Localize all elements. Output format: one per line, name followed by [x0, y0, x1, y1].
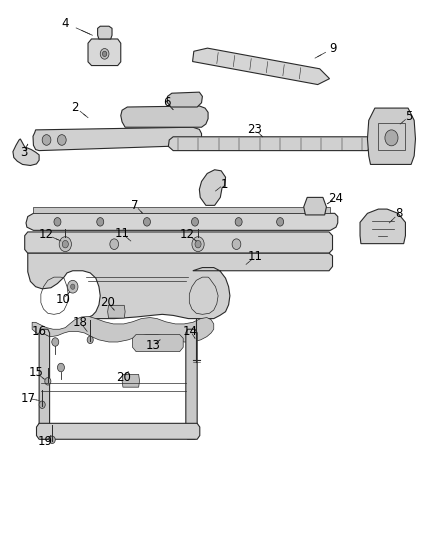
Polygon shape: [39, 329, 49, 439]
Circle shape: [54, 217, 61, 226]
Text: 2: 2: [71, 101, 79, 114]
Circle shape: [192, 237, 204, 252]
Circle shape: [195, 240, 201, 248]
Text: 12: 12: [39, 228, 54, 241]
Text: 4: 4: [62, 17, 69, 29]
Text: 12: 12: [180, 228, 195, 241]
Text: 17: 17: [20, 392, 35, 405]
Circle shape: [67, 280, 78, 293]
Circle shape: [42, 135, 51, 146]
Circle shape: [97, 217, 104, 226]
Text: 20: 20: [117, 370, 131, 384]
Circle shape: [277, 217, 284, 226]
Circle shape: [57, 135, 66, 146]
Text: 13: 13: [145, 338, 160, 352]
Text: 5: 5: [405, 110, 413, 123]
Polygon shape: [36, 423, 200, 439]
Polygon shape: [28, 253, 332, 319]
Circle shape: [87, 336, 93, 344]
Text: 7: 7: [131, 199, 139, 212]
Polygon shape: [108, 305, 125, 318]
Text: 9: 9: [329, 42, 336, 55]
Text: 6: 6: [163, 96, 170, 109]
Polygon shape: [33, 207, 330, 213]
Polygon shape: [360, 209, 406, 244]
Text: 11: 11: [115, 227, 130, 240]
Polygon shape: [167, 92, 202, 107]
Circle shape: [71, 284, 75, 289]
Polygon shape: [367, 108, 416, 165]
Circle shape: [191, 217, 198, 226]
Text: 10: 10: [55, 293, 70, 306]
Polygon shape: [13, 139, 39, 165]
Polygon shape: [168, 137, 372, 151]
Circle shape: [102, 51, 107, 56]
Text: 16: 16: [32, 325, 46, 338]
Circle shape: [39, 401, 45, 408]
Text: 1: 1: [220, 177, 228, 191]
Polygon shape: [193, 48, 329, 85]
Text: 3: 3: [20, 146, 27, 159]
Circle shape: [59, 237, 71, 252]
Circle shape: [144, 217, 150, 226]
Polygon shape: [122, 374, 140, 387]
Circle shape: [57, 364, 64, 372]
Circle shape: [385, 130, 398, 146]
Polygon shape: [33, 127, 201, 151]
Polygon shape: [26, 213, 338, 230]
Circle shape: [232, 239, 241, 249]
Text: 11: 11: [247, 251, 262, 263]
Polygon shape: [304, 197, 326, 215]
Text: 19: 19: [38, 435, 53, 448]
Polygon shape: [121, 106, 208, 127]
Circle shape: [62, 240, 68, 248]
Polygon shape: [88, 39, 121, 66]
Text: 20: 20: [100, 296, 115, 309]
Text: 24: 24: [328, 192, 343, 205]
Circle shape: [52, 338, 59, 346]
Text: 8: 8: [395, 207, 403, 220]
Text: 23: 23: [247, 123, 262, 136]
Polygon shape: [25, 232, 332, 253]
Polygon shape: [98, 26, 112, 39]
Circle shape: [45, 377, 51, 385]
Text: 18: 18: [73, 316, 88, 329]
Text: 14: 14: [183, 325, 198, 338]
Polygon shape: [186, 329, 197, 439]
Text: 15: 15: [29, 366, 44, 379]
Polygon shape: [32, 317, 214, 342]
Polygon shape: [133, 335, 183, 352]
Polygon shape: [199, 169, 226, 205]
Circle shape: [100, 49, 109, 59]
Circle shape: [49, 436, 55, 443]
Circle shape: [235, 217, 242, 226]
Circle shape: [110, 239, 119, 249]
